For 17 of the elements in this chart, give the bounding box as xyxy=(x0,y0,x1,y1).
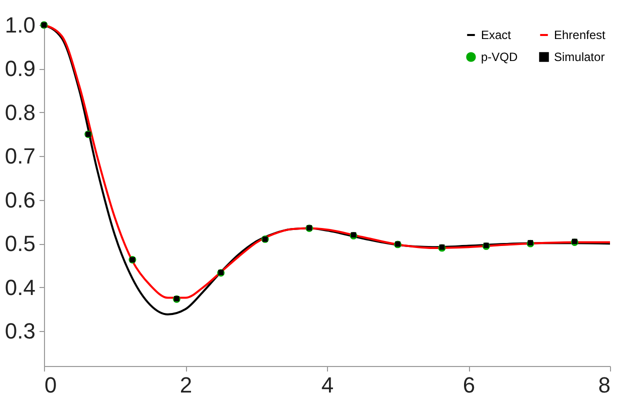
y-tick-label: 0.5 xyxy=(4,231,36,256)
legend-label: Exact xyxy=(481,28,512,42)
x-tick-label: 2 xyxy=(180,372,192,398)
y-tick-label: 0.3 xyxy=(4,318,36,344)
y-tick-label: 0.4 xyxy=(4,274,36,300)
y-tick-label: 0.7 xyxy=(4,144,36,169)
y-tick-label: 0.6 xyxy=(4,187,36,212)
x-tick-label: 6 xyxy=(462,372,476,398)
x-tick-label: 8 xyxy=(598,372,610,398)
legend-label: Ehrenfest xyxy=(554,28,606,42)
y-tick-label: 0.8 xyxy=(4,100,36,125)
y-tick-label: 1.0 xyxy=(4,12,36,38)
legend-label: p-VQD xyxy=(481,50,518,64)
x-tick-label: 4 xyxy=(321,372,334,398)
legend-label: Simulator xyxy=(554,50,605,64)
x-tick-label: 0 xyxy=(44,372,57,398)
y-tick-label: 0.9 xyxy=(4,56,36,82)
